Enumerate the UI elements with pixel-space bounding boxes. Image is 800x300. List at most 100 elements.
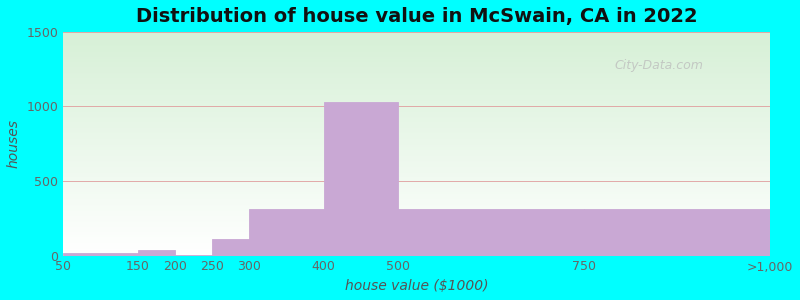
- Bar: [63, 54, 770, 55]
- Bar: [63, 133, 770, 134]
- Bar: [63, 104, 770, 106]
- Bar: [63, 164, 770, 165]
- Bar: [63, 101, 770, 102]
- Bar: [63, 65, 770, 66]
- Bar: [63, 197, 770, 199]
- Bar: [63, 142, 770, 144]
- Bar: [63, 61, 770, 62]
- Bar: [63, 68, 770, 69]
- X-axis label: house value ($1000): house value ($1000): [345, 279, 488, 293]
- Bar: [63, 118, 770, 119]
- Bar: [63, 117, 770, 118]
- Bar: [63, 148, 770, 149]
- Bar: [63, 139, 770, 140]
- Bar: [63, 155, 770, 156]
- Bar: [63, 94, 770, 95]
- Bar: [63, 112, 770, 113]
- Bar: [63, 228, 770, 229]
- Bar: [63, 222, 770, 223]
- Bar: [63, 254, 770, 256]
- Bar: [63, 212, 770, 213]
- Bar: [63, 196, 770, 197]
- Bar: [63, 141, 770, 142]
- Bar: [63, 74, 770, 75]
- Bar: [63, 162, 770, 163]
- Bar: [63, 135, 770, 136]
- Bar: [63, 237, 770, 238]
- Bar: [63, 244, 770, 246]
- Bar: [63, 226, 770, 228]
- Bar: [63, 224, 770, 225]
- Bar: [63, 49, 770, 50]
- Bar: [63, 152, 770, 153]
- Bar: [63, 116, 770, 117]
- Bar: [63, 219, 770, 220]
- Bar: [63, 52, 770, 53]
- Bar: [63, 218, 770, 219]
- Bar: [63, 110, 770, 111]
- Bar: [63, 239, 770, 240]
- Bar: [63, 90, 770, 91]
- Bar: [63, 248, 770, 249]
- Bar: [63, 234, 770, 236]
- Bar: [63, 211, 770, 212]
- Bar: [63, 145, 770, 146]
- Bar: [63, 206, 770, 208]
- Bar: [63, 98, 770, 99]
- Bar: [63, 241, 770, 242]
- Bar: [63, 111, 770, 112]
- Bar: [63, 102, 770, 103]
- Bar: [63, 32, 770, 33]
- Bar: [63, 157, 770, 158]
- Bar: [63, 170, 770, 172]
- Bar: [63, 91, 770, 92]
- Bar: [63, 233, 770, 234]
- Bar: [63, 88, 770, 89]
- Bar: [63, 220, 770, 221]
- Bar: [63, 190, 770, 191]
- Y-axis label: houses: houses: [7, 119, 21, 168]
- Bar: [63, 156, 770, 157]
- Bar: [63, 81, 770, 82]
- Bar: [63, 53, 770, 54]
- Bar: [63, 242, 770, 243]
- Bar: [63, 47, 770, 49]
- Bar: [63, 40, 770, 42]
- Bar: [63, 127, 770, 128]
- Bar: [212, 239, 249, 256]
- Bar: [63, 120, 770, 121]
- Bar: [63, 188, 770, 190]
- Bar: [63, 55, 770, 56]
- Bar: [63, 160, 770, 162]
- Bar: [63, 46, 770, 47]
- Bar: [63, 250, 770, 251]
- Bar: [63, 36, 770, 37]
- Bar: [63, 238, 770, 239]
- Bar: [63, 173, 770, 174]
- Bar: [63, 192, 770, 193]
- Bar: [63, 249, 770, 250]
- Bar: [63, 71, 770, 72]
- Bar: [63, 82, 770, 83]
- Bar: [63, 204, 770, 205]
- Bar: [63, 147, 770, 148]
- Bar: [63, 146, 770, 147]
- Bar: [63, 185, 770, 186]
- Bar: [63, 78, 770, 79]
- Bar: [63, 221, 770, 222]
- Bar: [63, 45, 770, 46]
- Bar: [63, 95, 770, 97]
- Bar: [63, 115, 770, 116]
- Bar: [63, 240, 770, 241]
- Bar: [398, 209, 584, 256]
- Bar: [63, 153, 770, 154]
- Bar: [63, 202, 770, 203]
- Bar: [63, 158, 770, 159]
- Bar: [63, 186, 770, 187]
- Bar: [63, 70, 770, 71]
- Bar: [63, 144, 770, 145]
- Bar: [63, 172, 770, 173]
- Bar: [63, 92, 770, 93]
- Bar: [63, 89, 770, 90]
- Bar: [63, 57, 770, 59]
